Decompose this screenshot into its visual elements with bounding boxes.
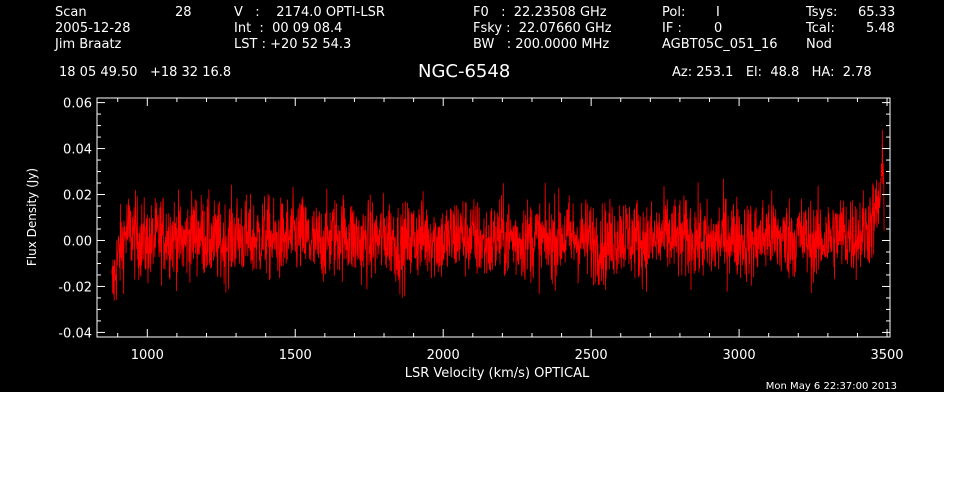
if-value: 0 [714, 21, 723, 36]
tcal-value: 5.48 [866, 21, 895, 36]
source-title: NGC-6548 [418, 61, 511, 82]
spectrum-plot: 1000 1500 2000 2500 3000 3500 -0.04 -0.02 0.00 0.… [25, 97, 904, 392]
scan-label: Scan [55, 5, 87, 20]
axis-layer: 1000 1500 2000 2500 3000 3500 -0.04 -0.02 0.00 0.… [58, 97, 903, 363]
y-tick-label: 0.04 [63, 143, 92, 158]
y-tick-label: 0.02 [63, 189, 92, 204]
pol-label: Pol: [662, 5, 686, 20]
spectrum-series-line [111, 129, 885, 301]
pol-value: I [716, 5, 720, 20]
x-axis-label: LSR Velocity (km/s) OPTICAL [405, 366, 590, 381]
y-tick-label: -0.04 [58, 326, 92, 341]
x-tick-label: 2000 [427, 348, 460, 363]
tcal-label: Tcal: [806, 21, 835, 36]
plot-panel: Scan 28 2005-12-28 Jim Braatz V : 2174.0… [0, 0, 944, 392]
observer-text: Jim Braatz [55, 37, 122, 52]
integration-line: Int : 00 09 08.4 [234, 21, 343, 36]
tsys-label: Tsys: [806, 5, 838, 20]
y-tick-label: 0.00 [63, 234, 92, 249]
velocity-line: V : 2174.0 OPTI-LSR [234, 5, 385, 20]
y-axis-label: Flux Density (Jy) [25, 168, 39, 266]
tsys-value: 65.33 [858, 5, 896, 20]
scan-value: 28 [175, 5, 192, 20]
x-tick-label: 1000 [131, 348, 164, 363]
series-layer [111, 129, 885, 301]
coordinates-text: 18 05 49.50 +18 32 16.8 [59, 65, 232, 80]
mode-text: Nod [806, 37, 832, 52]
f0-line: F0 : 22.23508 GHz [473, 5, 607, 20]
project-text: AGBT05C_051_16 [662, 37, 778, 52]
lst-line: LST : +20 52 54.3 [234, 37, 352, 52]
y-tick-label: -0.02 [58, 280, 92, 295]
timestamp-text: Mon May 6 22:37:00 2013 [766, 381, 897, 392]
if-label: IF : [662, 21, 682, 36]
bw-line: BW : 200.0000 MHz [473, 37, 610, 52]
y-tick-label: 0.06 [63, 97, 92, 112]
x-tick-label: 3000 [723, 348, 756, 363]
x-tick-label: 3500 [870, 348, 903, 363]
az-el-ha-text: Az: 253.1 El: 48.8 HA: 2.78 [672, 65, 872, 80]
date-text: 2005-12-28 [55, 21, 131, 36]
x-tick-label: 2500 [575, 348, 608, 363]
fsky-line: Fsky : 22.07660 GHz [473, 21, 612, 36]
x-tick-label: 1500 [279, 348, 312, 363]
